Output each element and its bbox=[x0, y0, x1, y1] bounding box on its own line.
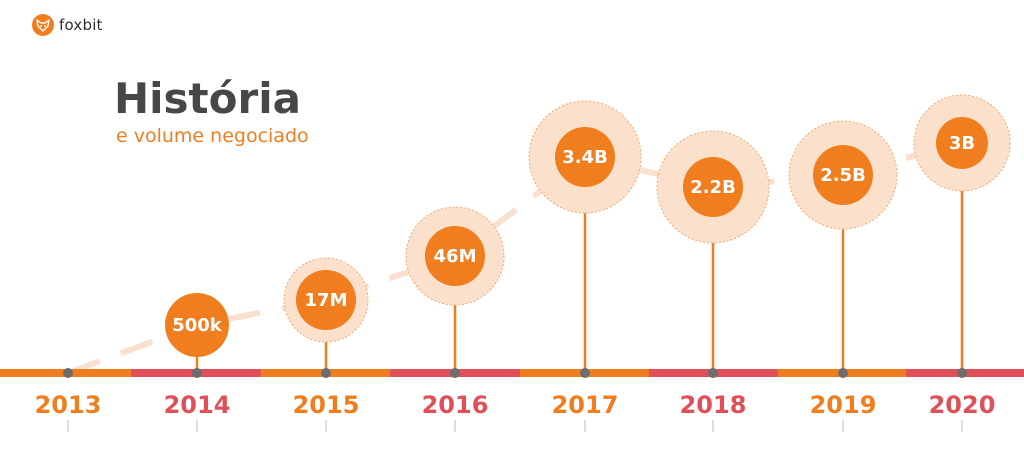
brand-name: foxbit bbox=[59, 16, 103, 34]
value-label: 2.2B bbox=[690, 177, 736, 198]
year-label: 2020 bbox=[929, 391, 996, 419]
year-label: 2017 bbox=[552, 391, 619, 419]
value-marker bbox=[165, 293, 229, 357]
value-marker bbox=[936, 117, 988, 169]
axis-point bbox=[321, 368, 331, 378]
page-title: História bbox=[114, 74, 301, 123]
axis-point bbox=[580, 368, 590, 378]
value-label: 500k bbox=[172, 315, 223, 336]
value-marker bbox=[555, 127, 615, 187]
value-marker bbox=[683, 157, 743, 217]
value-label: 17M bbox=[305, 290, 348, 311]
value-label: 3.4B bbox=[562, 147, 608, 168]
axis-point bbox=[708, 368, 718, 378]
value-label: 46M bbox=[434, 246, 477, 267]
brand-logo: foxbit bbox=[32, 14, 103, 36]
value-marker bbox=[425, 226, 485, 286]
value-label: 3B bbox=[949, 133, 975, 154]
axis-point bbox=[63, 368, 73, 378]
axis-point bbox=[838, 368, 848, 378]
value-marker bbox=[296, 270, 356, 330]
value-marker bbox=[813, 145, 873, 205]
year-label: 2016 bbox=[422, 391, 489, 419]
value-label: 2.5B bbox=[820, 165, 866, 186]
axis-point bbox=[450, 368, 460, 378]
year-label: 2015 bbox=[293, 391, 360, 419]
fox-icon bbox=[32, 14, 54, 36]
year-label: 2013 bbox=[35, 391, 102, 419]
year-label: 2014 bbox=[164, 391, 231, 419]
year-label: 2019 bbox=[810, 391, 877, 419]
axis-point bbox=[192, 368, 202, 378]
page-subtitle: e volume negociado bbox=[116, 125, 309, 147]
year-label: 2018 bbox=[680, 391, 747, 419]
axis-point bbox=[957, 368, 967, 378]
